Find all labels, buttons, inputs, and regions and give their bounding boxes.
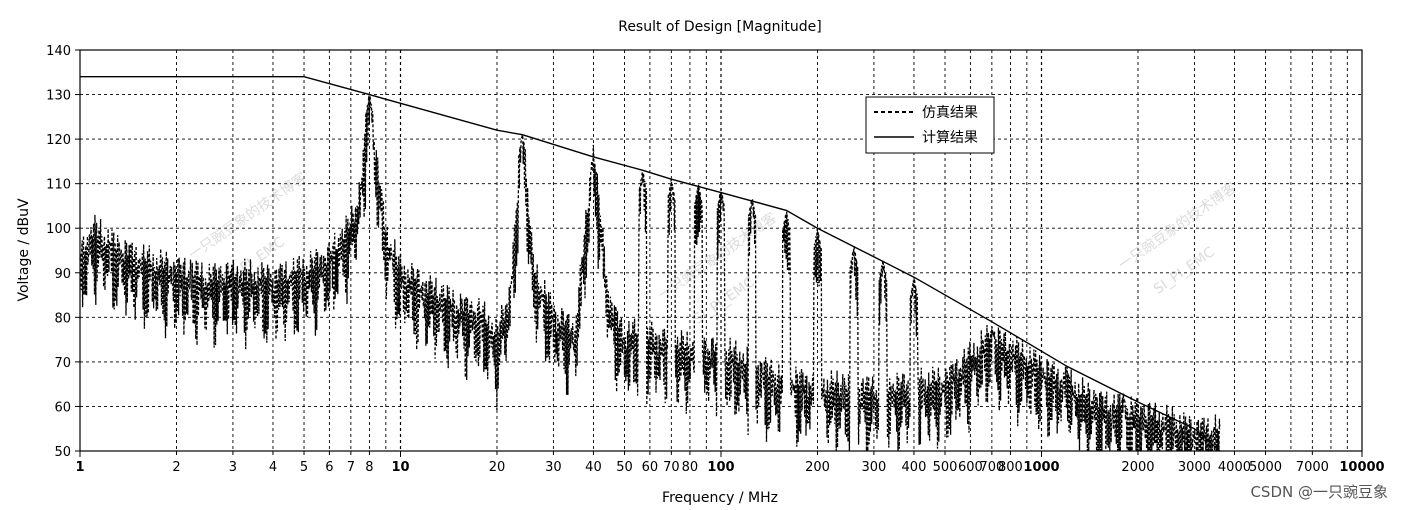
- x-tick-label: 4000: [1218, 460, 1251, 475]
- x-tick-label: 100: [707, 460, 734, 475]
- x-tick-label: 500: [933, 460, 958, 475]
- y-tick-label: 70: [54, 356, 71, 371]
- corner-credit: CSDN @一只豌豆象: [1250, 483, 1388, 501]
- x-tick-label: 70: [663, 460, 680, 475]
- chart-title: Result of Design [Magnitude]: [618, 19, 822, 35]
- x-tick-label: 10: [391, 460, 409, 475]
- x-ticks: 1 2 3 4 5 6 7 8 10 20 30 40 50 60 70 80 100 200 300 400 500 6…: [75, 451, 1385, 475]
- y-tick-label: 110: [46, 178, 71, 193]
- legend-label-calc: 计算结果: [922, 130, 978, 146]
- x-tick-label: 20: [489, 460, 506, 475]
- x-tick-label: 600: [958, 460, 983, 475]
- x-tick-label: 7: [347, 460, 355, 475]
- y-axis-label: Voltage / dBuV: [16, 198, 32, 301]
- legend-label-sim: 仿真结果: [922, 105, 978, 121]
- x-tick-label: 40: [585, 460, 602, 475]
- x-tick-label: 80: [682, 460, 699, 475]
- x-tick-label: 800: [998, 460, 1023, 475]
- y-tick-label: 90: [54, 267, 71, 282]
- legend-box: [865, 96, 995, 154]
- y-tick-label: 120: [46, 133, 71, 148]
- x-tick-label: 2: [172, 460, 180, 475]
- series-sim-line: [79, 94, 1221, 452]
- x-tick-label: 700: [979, 460, 1004, 475]
- x-tick-label: 30: [545, 460, 562, 475]
- legend: 仿真结果 计算结果: [865, 96, 995, 154]
- x-tick-label: 3000: [1178, 460, 1211, 475]
- y-tick-label: 80: [54, 311, 71, 326]
- y-ticks: 50 60 70 80 90 100 110 120 130 140: [46, 44, 80, 460]
- watermark-cn: 一只豌豆象的技术博客: [1115, 179, 1239, 273]
- y-tick-label: 60: [54, 400, 71, 415]
- x-tick-label: 8: [365, 460, 373, 475]
- x-tick-label: 5000: [1249, 460, 1282, 475]
- series-calc-line: [80, 76, 1221, 452]
- x-tick-label: 3: [229, 460, 237, 475]
- x-tick-label: 6: [325, 460, 333, 475]
- y-tick-label: 100: [46, 222, 71, 237]
- x-axis-label: Frequency / MHz: [662, 490, 778, 506]
- y-tick-label: 130: [46, 89, 71, 104]
- x-tick-label: 5: [300, 460, 308, 475]
- watermark-cn: 一只豌豆象的技术博客: [185, 169, 309, 263]
- x-tick-label: 7000: [1296, 460, 1329, 475]
- x-tick-label: 60: [642, 460, 659, 475]
- x-tick-label: 200: [805, 460, 830, 475]
- x-tick-label: 2000: [1121, 460, 1154, 475]
- x-tick-label: 400: [902, 460, 927, 475]
- watermark-en: SI_PI_EMC: [1151, 244, 1218, 298]
- x-tick-label: 10000: [1339, 460, 1384, 475]
- x-tick-label: 50: [616, 460, 633, 475]
- series-layer: [79, 76, 1221, 452]
- x-tick-label: 1000: [1023, 460, 1059, 475]
- y-tick-label: 140: [46, 44, 71, 59]
- y-tick-label: 50: [54, 445, 71, 460]
- x-tick-label: 300: [862, 460, 887, 475]
- x-tick-label: 1: [75, 460, 84, 475]
- x-tick-label: 4: [269, 460, 277, 475]
